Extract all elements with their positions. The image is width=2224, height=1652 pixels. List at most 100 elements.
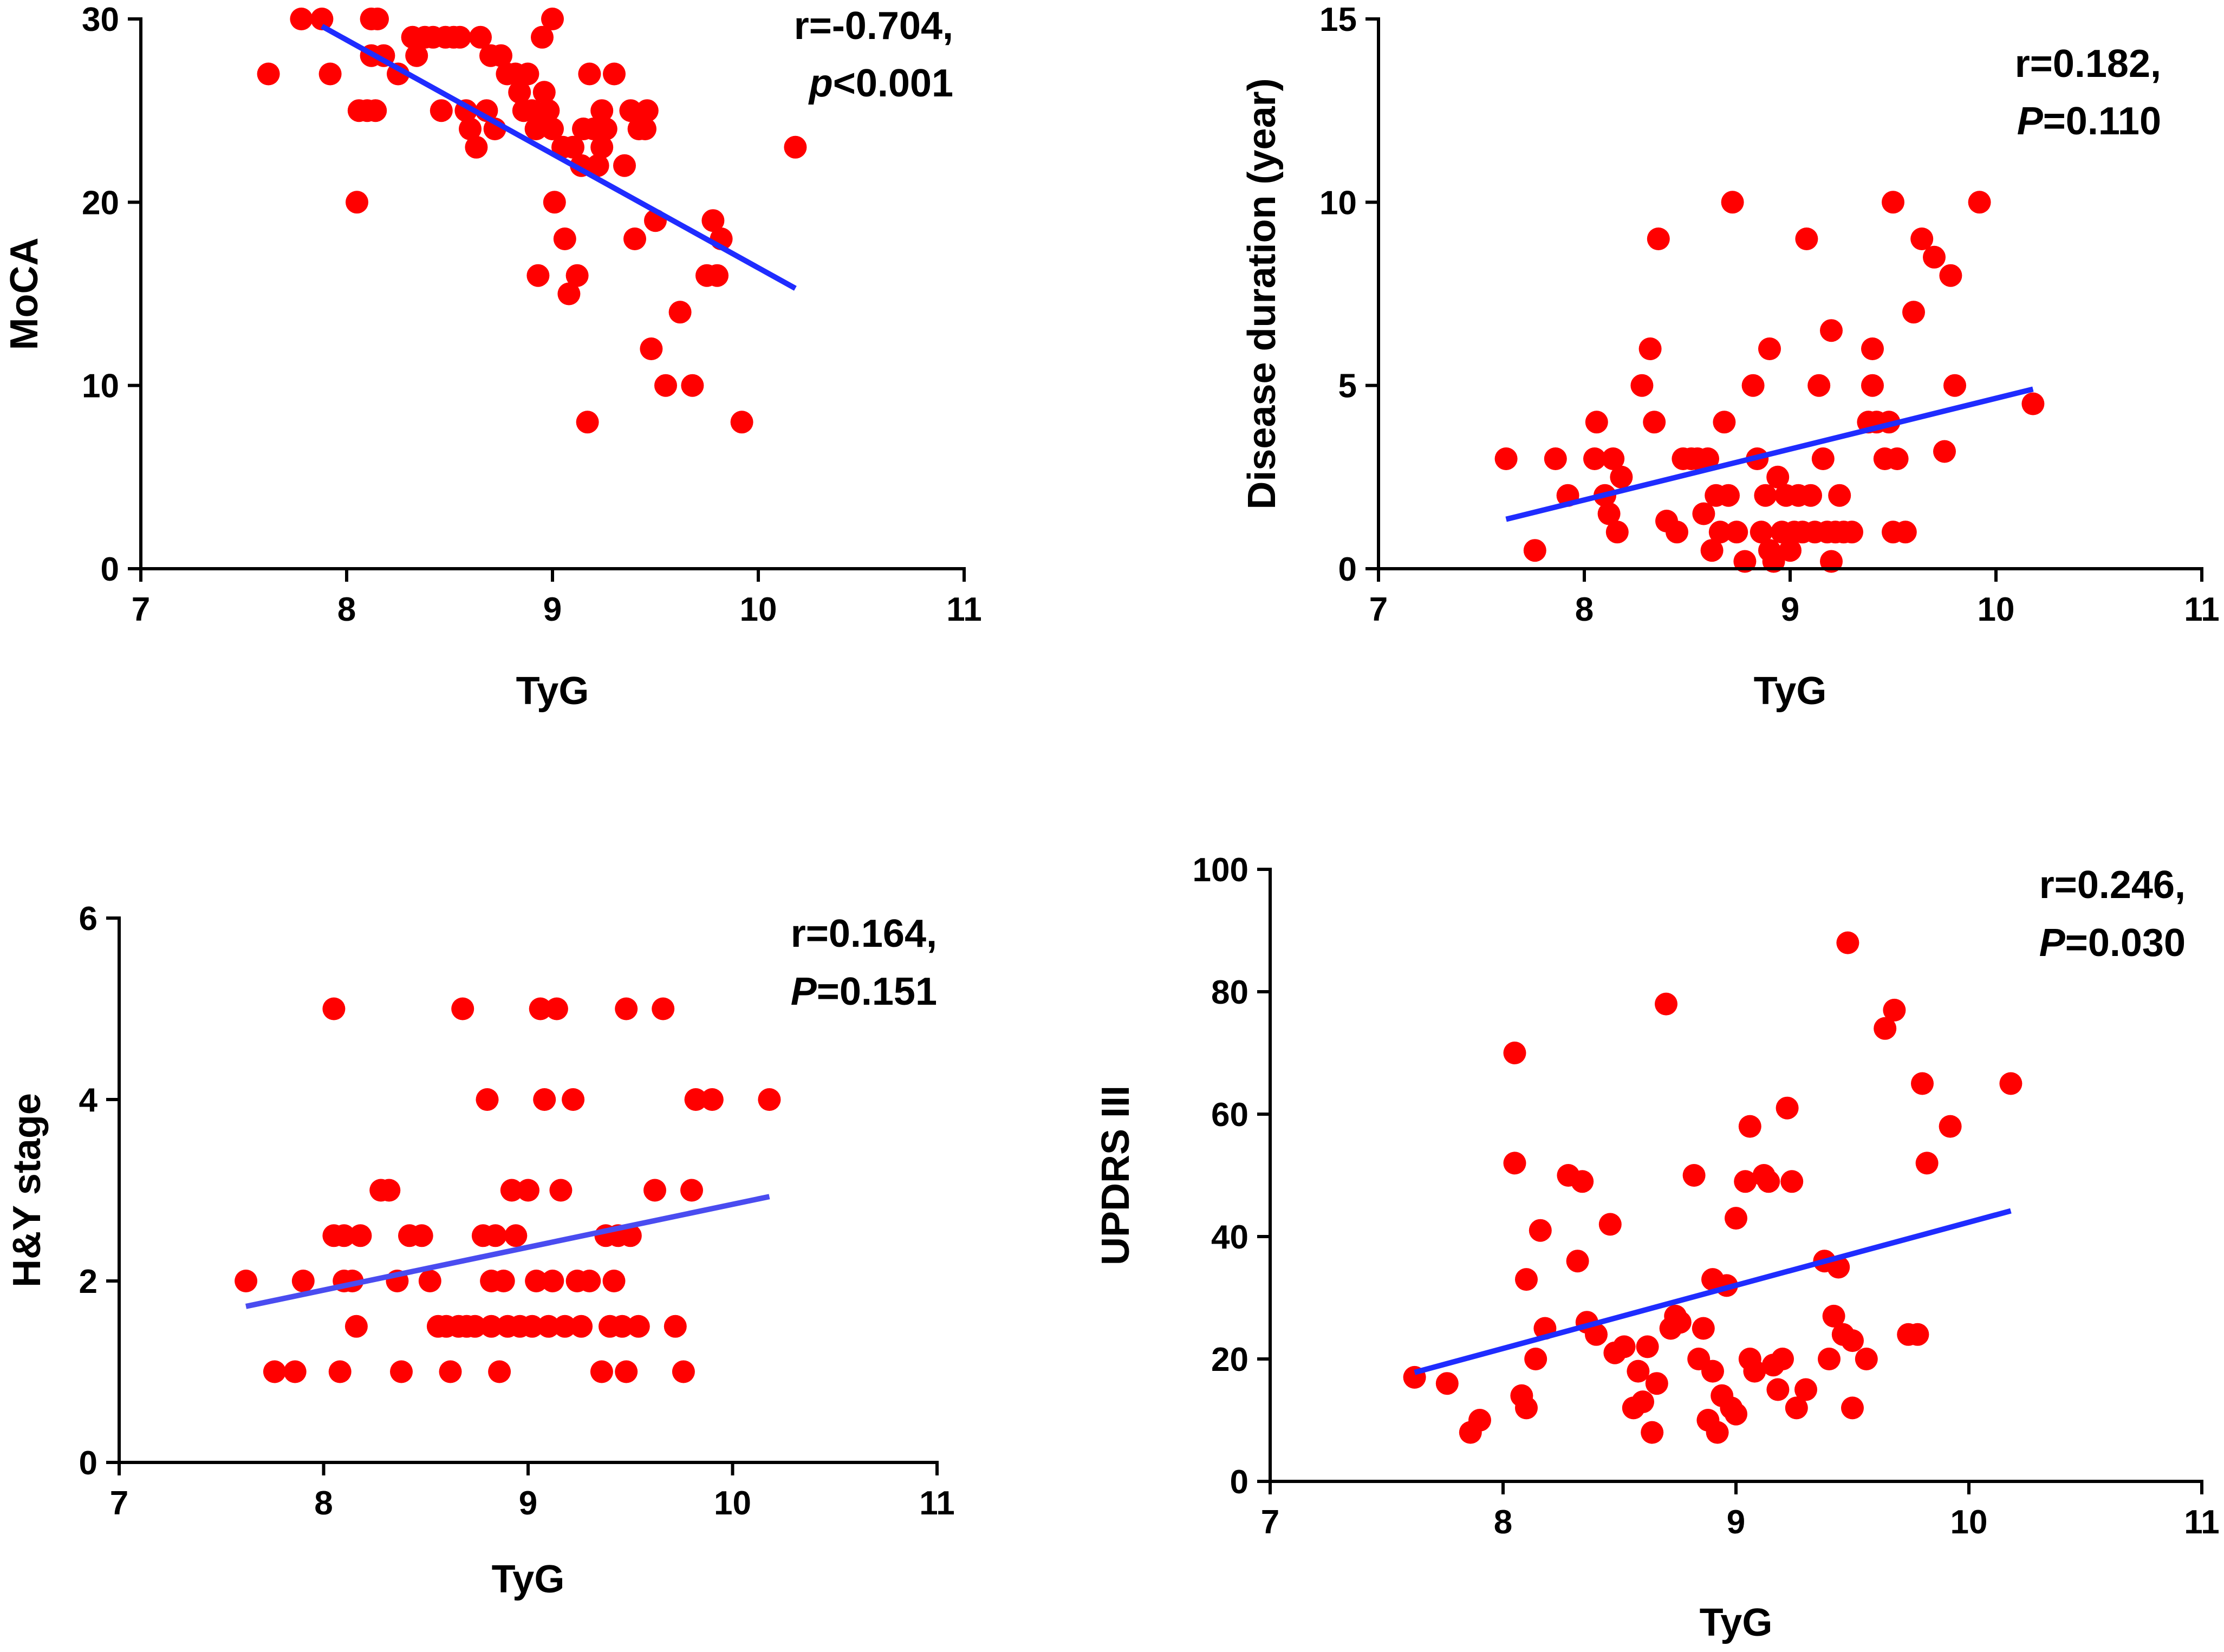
updrs-point-35	[1701, 1360, 1724, 1383]
hy-point-65	[680, 1179, 703, 1202]
duration-point-2	[1544, 447, 1567, 470]
moca-x-tick-label-7: 7	[132, 591, 150, 628]
updrs-point-10	[1529, 1219, 1552, 1242]
hy-ticks: 7 8 9 10 11 0 2 4 6	[79, 900, 955, 1522]
updrs-point-23	[1636, 1335, 1659, 1358]
updrs-x-axis-label: TyG	[1700, 1601, 1773, 1644]
updrs-y-tick-label-20: 20	[1211, 1341, 1248, 1378]
updrs-point-16	[1585, 1323, 1608, 1346]
hy-p-rest: =0.151	[817, 970, 937, 1013]
duration-point-70	[1939, 264, 1962, 287]
hy-x-tick-label-11: 11	[919, 1485, 955, 1522]
moca-point-53	[586, 154, 609, 177]
duration-point-30	[1741, 374, 1765, 397]
duration-point-67	[1910, 227, 1934, 250]
updrs-point-9	[1524, 1348, 1547, 1370]
moca-point-33	[516, 62, 539, 86]
duration-point-9	[1605, 521, 1629, 544]
hy-point-4	[322, 997, 346, 1020]
hy-point-54	[602, 1270, 626, 1292]
duration-point-8	[1602, 447, 1625, 470]
duration-point-40	[1779, 539, 1802, 562]
updrs-p-rest: =0.030	[2065, 921, 2186, 965]
moca-point-58	[613, 154, 636, 177]
updrs-point-44	[1738, 1115, 1761, 1138]
hy-point-6	[328, 1360, 352, 1383]
updrs-point-71	[1999, 1072, 2023, 1095]
updrs-point-5	[1503, 1152, 1526, 1175]
moca-point-14	[405, 44, 428, 67]
hy-point-2	[283, 1360, 307, 1383]
updrs-ticks: 7 8 9 10 11 0 20 40 60 80 100	[1193, 851, 2220, 1541]
hy-x-tick-label-9: 9	[519, 1485, 537, 1522]
duration-point-47	[1807, 374, 1831, 397]
duration-points	[1494, 191, 2045, 573]
duration-point-64	[1885, 447, 1909, 470]
updrs-point-30	[1682, 1164, 1706, 1187]
moca-point-39	[537, 99, 560, 122]
duration-point-55	[1841, 521, 1863, 544]
updrs-point-50	[1771, 1348, 1794, 1370]
updrs-point-29	[1668, 1311, 1692, 1334]
duration-point-72	[1968, 191, 1991, 214]
duration-point-4	[1583, 447, 1606, 470]
updrs-x-tick-label-10: 10	[1950, 1504, 1988, 1541]
hy-point-46	[553, 1315, 576, 1338]
moca-point-10	[366, 8, 389, 30]
updrs-point-13	[1566, 1250, 1589, 1273]
moca-point-51	[578, 62, 601, 86]
hy-point-41	[533, 1088, 556, 1111]
updrs-point-57	[1822, 1304, 1845, 1328]
updrs-point-49	[1766, 1378, 1790, 1401]
moca-p-value: p<0.001	[808, 62, 953, 105]
moca-y-axis-label: MoCA	[3, 238, 46, 350]
duration-point-37	[1766, 465, 1790, 489]
moca-point-42	[543, 191, 566, 214]
moca-y-tick-label-30: 30	[82, 1, 119, 38]
updrs-point-21	[1627, 1360, 1650, 1383]
moca-x-tick-label-11: 11	[946, 591, 982, 628]
moca-point-68	[681, 374, 704, 397]
moca-point-62	[634, 118, 656, 140]
duration-point-26	[1717, 484, 1740, 507]
moca-point-38	[532, 81, 556, 104]
duration-point-13	[1643, 411, 1666, 434]
moca-point-40	[541, 118, 564, 140]
moca-point-41	[541, 8, 564, 30]
hy-point-0	[235, 1270, 258, 1292]
duration-point-7	[1597, 502, 1621, 525]
duration-point-57	[1861, 374, 1884, 397]
hy-points	[235, 997, 781, 1383]
hy-point-1	[263, 1360, 286, 1383]
hy-r-value: r=0.164,	[791, 912, 937, 955]
updrs-point-70	[1939, 1115, 1962, 1138]
updrs-point-54	[1794, 1378, 1817, 1401]
hy-point-67	[700, 1088, 724, 1111]
moca-point-55	[590, 135, 614, 159]
hy-y-tick-label-4: 4	[79, 1082, 98, 1119]
updrs-point-47	[1757, 1170, 1780, 1193]
duration-ticks: 7 8 9 10 11 0 5 10 15	[1319, 1, 2220, 628]
updrs-y-tick-label-40: 40	[1211, 1219, 1248, 1256]
duration-point-65	[1894, 521, 1917, 544]
duration-r-value: r=0.182,	[2015, 42, 2161, 86]
hy-point-68	[758, 1088, 781, 1111]
hy-point-60	[627, 1315, 650, 1338]
hy-point-37	[517, 1179, 539, 1202]
hy-point-56	[610, 1315, 634, 1338]
moca-point-73	[730, 411, 753, 434]
duration-x-tick-label-11: 11	[2184, 591, 2220, 628]
updrs-x-tick-label-7: 7	[1261, 1504, 1279, 1541]
moca-point-66	[654, 374, 677, 397]
updrs-point-61	[1841, 1329, 1864, 1352]
updrs-y-tick-label-100: 100	[1193, 851, 1248, 889]
updrs-point-60	[1836, 931, 1859, 954]
duration-point-25	[1713, 411, 1736, 434]
duration-point-24	[1708, 521, 1732, 544]
updrs-point-4	[1503, 1042, 1526, 1064]
duration-y-tick-label-10: 10	[1319, 184, 1357, 222]
duration-x-axis-label: TyG	[1754, 669, 1827, 713]
updrs-point-67	[1906, 1323, 1929, 1346]
hy-point-28	[480, 1315, 503, 1338]
updrs-point-36	[1706, 1421, 1729, 1444]
